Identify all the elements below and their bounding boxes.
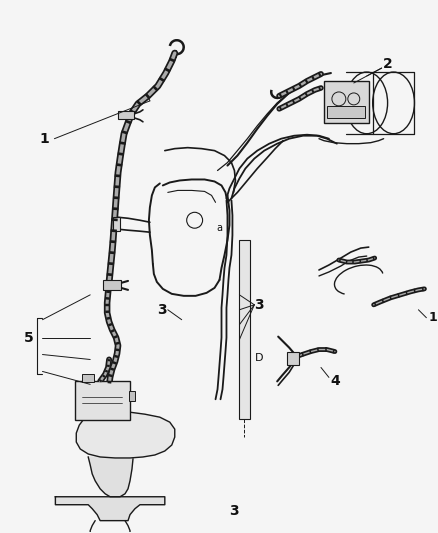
Bar bbox=[287, 352, 299, 366]
Text: 2: 2 bbox=[383, 57, 392, 71]
Bar bbox=[118, 111, 134, 119]
Bar bbox=[129, 391, 135, 401]
Text: 4: 4 bbox=[330, 374, 340, 389]
Text: 3: 3 bbox=[230, 504, 239, 518]
Bar bbox=[103, 280, 121, 290]
Text: 1: 1 bbox=[39, 132, 49, 146]
Polygon shape bbox=[76, 411, 175, 458]
Bar bbox=[113, 217, 120, 231]
Bar bbox=[240, 240, 251, 419]
FancyBboxPatch shape bbox=[75, 381, 131, 419]
Text: 1: 1 bbox=[429, 311, 438, 324]
Bar bbox=[82, 374, 94, 382]
Bar bbox=[327, 106, 365, 118]
Polygon shape bbox=[55, 497, 165, 521]
Text: 3: 3 bbox=[254, 298, 264, 312]
Text: D: D bbox=[255, 352, 264, 362]
Text: 3: 3 bbox=[157, 303, 166, 317]
Polygon shape bbox=[88, 457, 133, 497]
Text: 5: 5 bbox=[24, 330, 33, 345]
Text: a: a bbox=[216, 223, 223, 233]
Bar bbox=[324, 81, 369, 123]
